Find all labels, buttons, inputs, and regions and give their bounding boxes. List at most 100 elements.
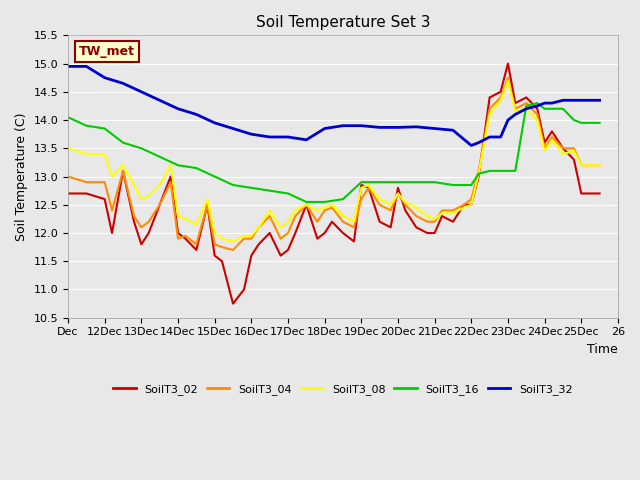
SoilT3_32 [467, 143, 475, 148]
Legend: SoilT3_02, SoilT3_04, SoilT3_08, SoilT3_16, SoilT3_32: SoilT3_02, SoilT3_04, SoilT3_08, SoilT3_… [109, 380, 577, 399]
SoilT3_16 [211, 174, 218, 180]
SoilT3_04 [277, 236, 285, 241]
SoilT3_32 [431, 126, 438, 132]
Line: SoilT3_04: SoilT3_04 [68, 78, 600, 250]
SoilT3_32 [570, 97, 578, 103]
SoilT3_16 [101, 126, 109, 132]
SoilT3_04 [475, 168, 483, 174]
SoilT3_32 [486, 134, 493, 140]
SoilT3_32 [449, 127, 457, 133]
X-axis label: Time: Time [587, 343, 618, 356]
SoilT3_16 [548, 106, 556, 112]
SoilT3_32 [376, 124, 383, 130]
SoilT3_16 [358, 180, 365, 185]
SoilT3_32 [394, 124, 402, 130]
SoilT3_16 [570, 117, 578, 123]
SoilT3_08 [424, 213, 431, 219]
SoilT3_08 [596, 162, 604, 168]
SoilT3_08 [401, 199, 409, 205]
SoilT3_02 [376, 219, 383, 225]
SoilT3_32 [497, 134, 504, 140]
SoilT3_16 [83, 123, 90, 129]
SoilT3_32 [577, 97, 585, 103]
SoilT3_32 [119, 81, 127, 86]
SoilT3_04 [596, 162, 604, 168]
SoilT3_32 [412, 124, 420, 130]
SoilT3_16 [248, 185, 255, 191]
SoilT3_16 [541, 106, 548, 112]
Y-axis label: Soil Temperature (C): Soil Temperature (C) [15, 112, 28, 241]
SoilT3_08 [504, 78, 512, 84]
SoilT3_16 [193, 165, 200, 171]
SoilT3_32 [248, 132, 255, 137]
SoilT3_32 [534, 103, 541, 109]
SoilT3_16 [504, 168, 512, 174]
SoilT3_16 [534, 100, 541, 106]
SoilT3_32 [358, 123, 365, 129]
SoilT3_16 [119, 140, 127, 145]
SoilT3_04 [504, 75, 512, 81]
SoilT3_02 [475, 174, 483, 180]
SoilT3_16 [174, 162, 182, 168]
SoilT3_16 [229, 182, 237, 188]
SoilT3_32 [303, 137, 310, 143]
SoilT3_04 [229, 247, 237, 253]
SoilT3_16 [449, 182, 457, 188]
SoilT3_16 [266, 188, 273, 193]
SoilT3_32 [284, 134, 292, 140]
SoilT3_08 [83, 151, 90, 157]
SoilT3_16 [64, 114, 72, 120]
SoilT3_16 [522, 103, 530, 109]
SoilT3_16 [596, 120, 604, 126]
SoilT3_32 [511, 111, 519, 117]
Title: Soil Temperature Set 3: Soil Temperature Set 3 [256, 15, 430, 30]
SoilT3_16 [475, 171, 483, 177]
SoilT3_08 [229, 239, 237, 244]
SoilT3_04 [64, 174, 72, 180]
SoilT3_08 [64, 145, 72, 151]
SoilT3_04 [424, 219, 431, 225]
SoilT3_32 [559, 97, 567, 103]
SoilT3_16 [486, 168, 493, 174]
SoilT3_16 [431, 180, 438, 185]
SoilT3_32 [138, 89, 145, 95]
Line: SoilT3_16: SoilT3_16 [68, 103, 600, 202]
SoilT3_16 [511, 168, 519, 174]
SoilT3_32 [522, 106, 530, 112]
Line: SoilT3_02: SoilT3_02 [68, 63, 600, 304]
SoilT3_16 [339, 196, 347, 202]
SoilT3_32 [83, 63, 90, 69]
Line: SoilT3_08: SoilT3_08 [68, 81, 600, 241]
SoilT3_02 [424, 230, 431, 236]
SoilT3_16 [376, 180, 383, 185]
SoilT3_32 [266, 134, 273, 140]
SoilT3_02 [401, 207, 409, 213]
SoilT3_16 [284, 191, 292, 196]
Line: SoilT3_32: SoilT3_32 [68, 66, 600, 145]
SoilT3_02 [504, 60, 512, 66]
SoilT3_32 [548, 100, 556, 106]
SoilT3_04 [83, 180, 90, 185]
SoilT3_08 [277, 225, 285, 230]
SoilT3_32 [64, 63, 72, 69]
SoilT3_32 [504, 117, 512, 123]
SoilT3_32 [211, 120, 218, 126]
SoilT3_16 [321, 199, 328, 205]
SoilT3_08 [376, 196, 383, 202]
SoilT3_32 [174, 106, 182, 112]
SoilT3_02 [64, 191, 72, 196]
Text: TW_met: TW_met [79, 45, 135, 58]
SoilT3_32 [596, 97, 604, 103]
SoilT3_16 [156, 154, 163, 160]
SoilT3_02 [229, 301, 237, 307]
SoilT3_32 [541, 100, 548, 106]
SoilT3_32 [321, 126, 328, 132]
SoilT3_16 [467, 182, 475, 188]
SoilT3_16 [412, 180, 420, 185]
SoilT3_02 [596, 191, 604, 196]
SoilT3_04 [376, 202, 383, 208]
SoilT3_16 [497, 168, 504, 174]
SoilT3_08 [475, 171, 483, 177]
SoilT3_02 [83, 191, 90, 196]
SoilT3_32 [193, 111, 200, 117]
